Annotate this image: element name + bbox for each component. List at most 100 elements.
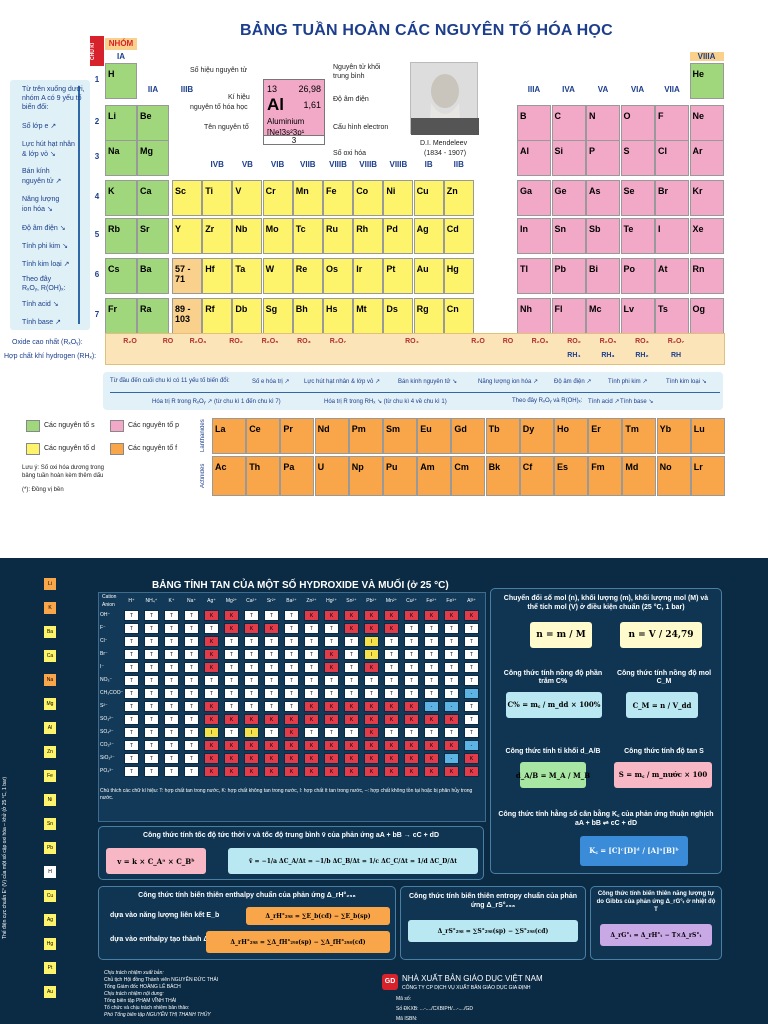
sol-cell-0-16: K — [444, 610, 459, 621]
potential-element-17: Au — [44, 986, 56, 998]
sol-cell-11-14: K — [404, 753, 419, 764]
sol-cell-2-14: T — [404, 636, 419, 647]
element-Pm: Pm — [348, 418, 383, 454]
sol-cell-10-15: K — [424, 740, 439, 751]
element-Gd-symbol: Gd — [454, 424, 467, 434]
element-r5-1: Sr — [137, 218, 169, 254]
left-trend-legend — [10, 80, 90, 330]
element-r6-9: Pt — [383, 258, 414, 294]
key-label-0: Các nguyên tố s — [44, 422, 95, 429]
sol-cell-5-3: T — [184, 675, 199, 686]
formula-dab: d_A/B = M_A / M_B — [516, 762, 590, 788]
sol-cell-6-1: T — [144, 688, 159, 699]
sol-cell-10-8: K — [284, 740, 299, 751]
formula-enthalpy-a: Δ_rH°₂₉₈ = ∑E_b(cđ) − ∑E_b(sp) — [246, 907, 390, 925]
potential-element-1: K — [44, 602, 56, 614]
sol-cell-12-16: K — [444, 766, 459, 777]
sol-cell-7-1: T — [144, 701, 159, 712]
sol-cell-0-14: K — [404, 610, 419, 621]
element-r7-8-symbol: Mt — [356, 304, 367, 314]
cation-0: H⁺ — [128, 598, 135, 604]
sol-cell-4-16: T — [444, 662, 459, 673]
company-name: CÔNG TY CP DỊCH VỤ XUẤT BẢN GIÁO DỤC GIA… — [402, 985, 531, 991]
group-label-8: VIIIB — [359, 160, 378, 169]
element-r6-4: Ta — [232, 258, 263, 294]
element-r5-2: Y — [172, 218, 202, 254]
potential-element-4: Na — [44, 674, 56, 686]
credit-3: Chịu trách nhiệm nội dung: — [104, 991, 164, 997]
element-r6-1: Ba — [137, 258, 169, 294]
sol-cell-6-14: T — [404, 688, 419, 699]
element-r4-15: Se — [620, 180, 655, 216]
element-Nd: Nd — [314, 418, 349, 454]
element-r7-3: Rf — [202, 298, 233, 334]
sol-cell-8-10: K — [324, 714, 339, 725]
element-r5-11: Cd — [443, 218, 474, 254]
element-r5-10-symbol: Ag — [416, 224, 429, 234]
cation-7: Sr²⁺ — [266, 598, 277, 604]
sol-cell-8-1: T — [144, 714, 159, 725]
potential-element-8: Fe — [44, 770, 56, 782]
formula-cpct: C% = m꜀ / m_dd × 100% — [506, 692, 602, 718]
sol-cell-6-7: T — [264, 688, 279, 699]
element-Ne: Ne — [689, 105, 724, 141]
sol-cell-0-13: K — [384, 610, 399, 621]
sol-cell-11-11: K — [344, 753, 359, 764]
potential-element-2: Ba — [44, 626, 56, 638]
sol-cell-10-4: K — [204, 740, 219, 751]
element-r6-16: At — [655, 258, 689, 294]
trend-row1-2: Lực hút hạt nhân & lớp vỏ ↗ — [304, 379, 381, 385]
sol-cell-12-2: T — [164, 766, 179, 777]
element-Bk-symbol: Bk — [488, 462, 501, 472]
note-line-2: bảng tuần hoàn kèm thêm dấu — [22, 473, 104, 479]
sol-cell-6-6: T — [244, 688, 259, 699]
callout-4: Nguyên tử khối — [333, 64, 381, 71]
group-label-3: IVB — [210, 160, 224, 169]
sol-cell-0-12: K — [364, 610, 379, 621]
element-r4-7: Fe — [323, 180, 353, 216]
element-r6-16-symbol: At — [658, 264, 668, 274]
sol-cell-1-17: T — [464, 623, 479, 634]
period-trend-box — [103, 372, 723, 410]
oxide-13: RO₃ — [635, 338, 649, 345]
sol-cell-1-3: T — [184, 623, 199, 634]
element-Er-symbol: Er — [591, 424, 601, 434]
group-label-4: VB — [241, 160, 253, 169]
element-r6-17: Rn — [689, 258, 724, 294]
element-r7-2: 89 - 103 — [172, 298, 202, 334]
element-r5-0: Rb — [105, 218, 137, 254]
sol-cell-7-12: K — [364, 701, 379, 712]
sol-cell-3-11: T — [344, 649, 359, 660]
cation-8: Ba²⁺ — [286, 598, 297, 604]
sol-cell-4-11: T — [344, 662, 359, 673]
element-r5-6: Tc — [292, 218, 323, 254]
element-r4-8-symbol: Co — [356, 186, 369, 196]
cation-header: Cation — [102, 594, 117, 600]
element-r5-11-symbol: Cd — [446, 224, 459, 234]
sol-cell-12-15: K — [424, 766, 439, 777]
element-r4-1: Ca — [137, 180, 169, 216]
element-Ce-symbol: Ce — [249, 424, 261, 434]
potential-element-6: Al — [44, 722, 56, 734]
sol-cell-4-8: T — [284, 662, 299, 673]
sol-cell-11-3: T — [184, 753, 199, 764]
trend-arrow-vertical — [78, 86, 80, 324]
element-r6-5: W — [262, 258, 293, 294]
sol-cell-9-10: T — [324, 727, 339, 738]
element-r7-5: Sg — [262, 298, 293, 334]
callout-7: Cấu hình electron — [333, 124, 389, 131]
trend-arrow-line — [110, 392, 720, 393]
sol-cell-7-17: T — [464, 701, 479, 712]
potential-element-3: Ca — [44, 650, 56, 662]
element-Np: Np — [348, 456, 383, 496]
element-r5-12-symbol: In — [520, 224, 528, 234]
element-Eu-symbol: Eu — [420, 424, 432, 434]
element-r5-0-symbol: Rb — [108, 224, 120, 234]
callout-3: Tên nguyên tố — [204, 124, 249, 131]
formula-kc: K꜀ = [C]ᶜ[D]ᵈ / [A]ᵃ[B]ᵇ — [580, 836, 688, 866]
sol-cell-2-0: T — [124, 636, 139, 647]
element-r4-3-symbol: Ti — [205, 186, 214, 196]
element-r6-5-symbol: W — [265, 264, 275, 274]
key-label-1: Các nguyên tố p — [128, 422, 179, 429]
element-r5-5-symbol: Mo — [265, 224, 279, 234]
